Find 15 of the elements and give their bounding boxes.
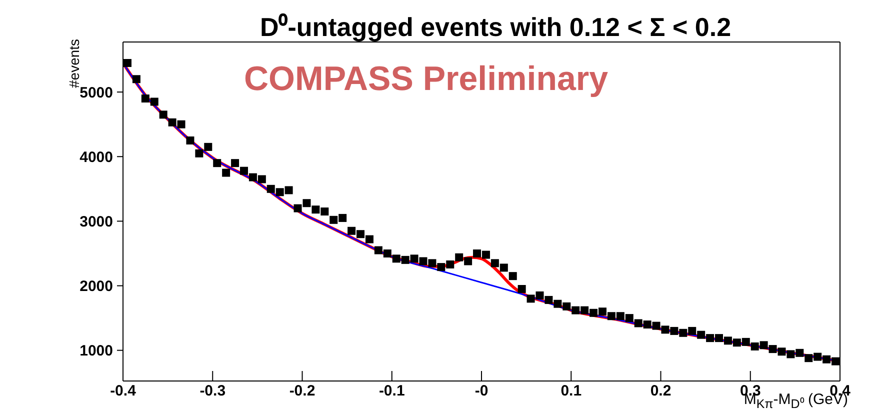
- annotation: COMPASS Preliminary: [244, 60, 608, 99]
- y-tick-label: 5000: [80, 84, 113, 102]
- x-tick-label: 0.1: [560, 382, 582, 400]
- y-tick-label: 4000: [80, 148, 113, 166]
- y-tick-label: 2000: [80, 278, 113, 296]
- x-tick-label: -0: [474, 382, 488, 400]
- chart-title: D⁰-untagged events with 0.12 < Σ < 0.2: [258, 11, 732, 44]
- x-tick-label: 0.2: [650, 382, 672, 400]
- x-tick-label: -0.4: [110, 382, 137, 400]
- x-tick-label: -0.3: [200, 382, 226, 400]
- y-tick-label: 1000: [80, 342, 113, 360]
- y-tick-label: 3000: [80, 214, 113, 231]
- x-tick-label: -0.1: [378, 382, 405, 400]
- y-axis-title: #events: [66, 38, 82, 88]
- x-tick-label: -0.2: [289, 382, 316, 400]
